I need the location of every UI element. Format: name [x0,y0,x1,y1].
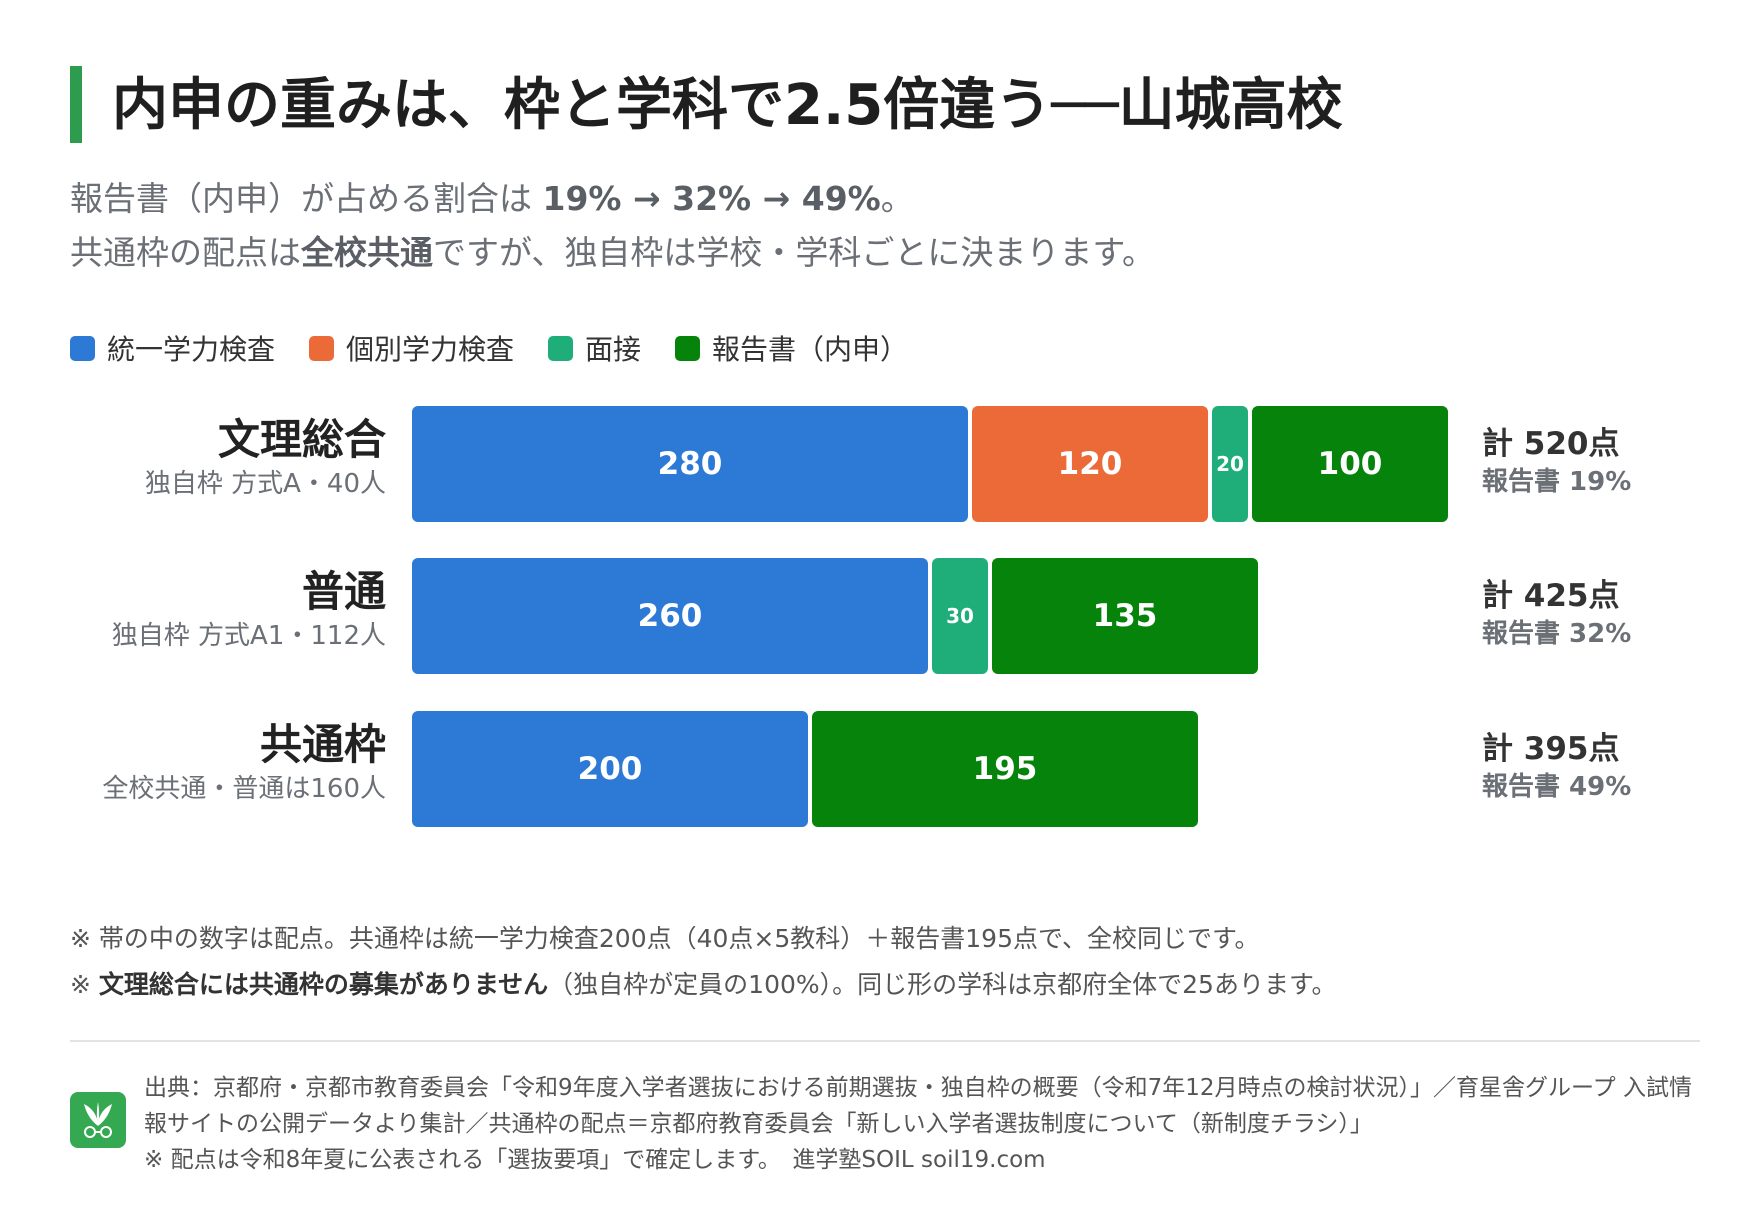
legend-label-1: 個別学力検査 [346,333,515,366]
row-label-futsu: 普通 独自枠 方式A1・112人 [112,566,386,654]
page-title: 内申の重みは、枠と学科で2.5倍違う──山城高校 [112,73,1343,138]
legend-swatch-3 [675,335,701,361]
footer-divider [70,1040,1700,1042]
subtitle-line-2-b: ですが、独自枠は学校・学科ごとに決まります。 [433,233,1156,272]
legend-item-1: 個別学力検査 [309,328,514,368]
bar-0-0 [412,406,968,522]
legend-label-3: 報告書（内申） [712,333,909,366]
source-citation: 出典：京都府・京都市教育委員会「令和9年度入学者選抜における前期選抜・独自枠の概… [144,1070,1700,1178]
footnote-2-rest: （独自枠が定員の100%）。同じ形の学科は京都府全体で25あります。 [548,970,1337,999]
bar-label-0-2: 20 [1216,452,1244,476]
category-name-2: 共通枠 [259,720,386,769]
category-name-1: 普通 [301,567,386,616]
subtitle-line-1-bold: 19% → 32% → 49% [542,179,881,218]
bar-0-1 [972,406,1208,522]
row-label-bunri: 文理総合 独自枠 方式A・40人 [145,414,386,502]
row-total-1: 計 425点 報告書 32% [1482,576,1631,652]
bar-label-1-3: 135 [1093,598,1158,634]
bar-0-2 [1212,406,1248,522]
legend-item-2: 面接 [548,328,641,368]
legend-label-2: 面接 [585,333,642,366]
bar-label-2-3: 195 [973,751,1038,787]
bar-1-0 [412,558,928,674]
category-subtitle-1: 独自枠 方式A1・112人 [111,621,386,651]
subtitle-line-2: 共通枠の配点は全校共通ですが、独自枠は学校・学科ごとに決まります。 [70,226,1155,280]
subtitle-line-1-end: 。 [880,179,914,218]
category-name-0: 文理総合 [217,415,386,464]
bar-1-2 [932,558,988,674]
legend-label-0: 統一学力検査 [107,333,276,366]
bar-2-3 [812,711,1198,827]
legend-swatch-0 [70,335,95,361]
footnote-2-bold: 文理総合には共通枠の募集がありません [98,970,549,999]
report-share-2: 報告書 49% [1482,772,1632,802]
total-points-0: 計 520点 [1482,426,1620,462]
subtitle-line-2-bold: 全校共通 [301,233,433,272]
footnotes: ※ 帯の中の数字は配点。共通枠は統一学力検査200点（40点×5教科）＋報告書1… [70,916,1336,1008]
bar-1-3 [992,558,1258,674]
category-subtitle-0: 独自枠 方式A・40人 [144,469,386,499]
subtitle-line-2-a: 共通枠の配点は [70,233,301,272]
legend-item-3: 報告書（内申） [675,328,908,368]
bar-label-0-1: 120 [1058,446,1123,482]
total-points-2: 計 395点 [1482,731,1620,767]
bar-0-3 [1252,406,1448,522]
bar-label-1-0: 260 [638,598,703,634]
sprout-glasses-icon [70,1092,126,1148]
footnote-1: ※ 帯の中の数字は配点。共通枠は統一学力検査200点（40点×5教科）＋報告書1… [70,924,1260,953]
source-line-2: 報サイトの公開データより集計／共通枠の配点＝京都府教育委員会「新しい入学者選抜制… [144,1111,1373,1137]
source-line-1: 出典：京都府・京都市教育委員会「令和9年度入学者選抜における前期選抜・独自枠の概… [144,1075,1692,1101]
bar-2-0 [412,711,808,827]
report-share-0: 報告書 19% [1482,467,1632,497]
subtitle-line-1: 報告書（内申）が占める割合は 19% → 32% → 49%。 [70,172,1155,226]
title-accent-bar [70,66,82,143]
legend: 統一学力検査 個別学力検査 面接 報告書（内申） [70,328,942,368]
report-share-1: 報告書 32% [1482,619,1632,649]
legend-swatch-1 [309,335,335,361]
total-points-1: 計 425点 [1482,578,1620,614]
row-total-2: 計 395点 報告書 49% [1482,729,1631,805]
chart-svg: 280 120 20 100 260 30 135 200 195 [412,406,1448,827]
footnote-2: ※ 文理総合には共通枠の募集がありません（独自枠が定員の100%）。同じ形の学科… [70,962,1336,1008]
bar-label-0-0: 280 [658,446,723,482]
stacked-bar-chart: 280 120 20 100 260 30 135 200 195 [412,406,1448,827]
legend-swatch-2 [548,335,574,361]
bar-label-2-0: 200 [578,751,643,787]
footnote-2-prefix: ※ [70,970,99,999]
legend-item-0: 統一学力検査 [70,328,275,368]
bar-label-1-2: 30 [946,604,974,628]
subtitle: 報告書（内申）が占める割合は 19% → 32% → 49%。 共通枠の配点は全… [70,172,1155,280]
row-total-0: 計 520点 報告書 19% [1482,424,1631,500]
row-label-kyotsu: 共通枠 全校共通・普通は160人 [102,719,386,807]
source-line-3: ※ 配点は令和8年夏に公表される「選抜要項」で確定します。 進学塾SOIL so… [144,1147,1046,1173]
bar-label-0-3: 100 [1318,446,1383,482]
category-subtitle-2: 全校共通・普通は160人 [102,774,386,804]
subtitle-line-1-text: 報告書（内申）が占める割合は [70,179,543,218]
